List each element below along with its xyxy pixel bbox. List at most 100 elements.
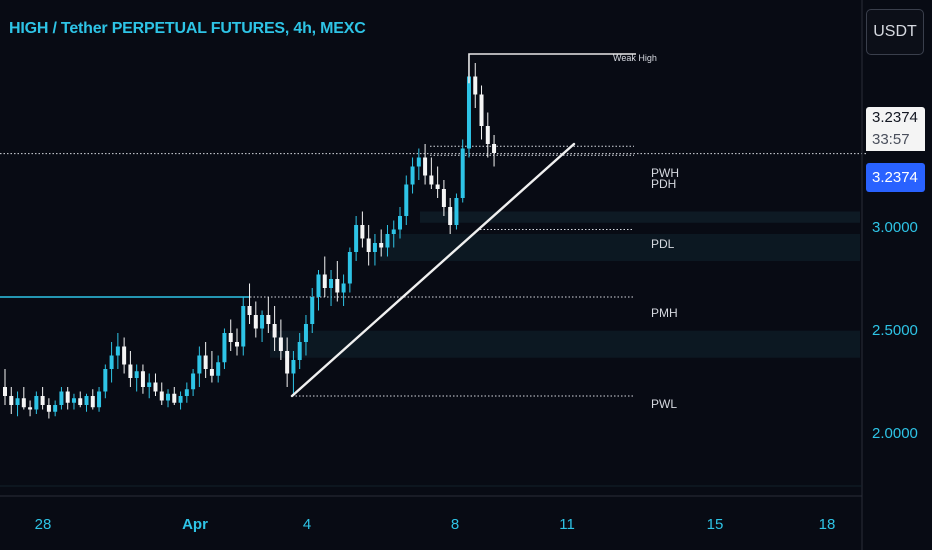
candle-body: [21, 398, 26, 408]
candle-body: [485, 126, 490, 144]
candle-body: [241, 306, 246, 347]
candle-body: [59, 391, 64, 405]
candle-body: [341, 283, 346, 293]
y-tick-label: 3.0000: [872, 219, 918, 236]
candle-body: [272, 324, 277, 338]
candle-body: [97, 391, 102, 408]
bar-countdown: 33:57: [866, 129, 925, 151]
candle-body: [303, 324, 308, 342]
candle-body: [103, 369, 108, 392]
zone-band: [420, 211, 860, 223]
candle-body: [253, 315, 258, 329]
candle-body: [460, 148, 465, 198]
candle-body: [203, 355, 208, 369]
currency-button[interactable]: USDT: [866, 9, 924, 55]
candle-body: [109, 355, 114, 369]
x-tick-label: 28: [34, 516, 52, 533]
x-tick-label: 4: [302, 516, 312, 533]
candle-body: [448, 207, 453, 225]
x-tick-label: 11: [559, 516, 575, 533]
candle-body: [71, 398, 76, 403]
annotation-weak-high: Weak High: [613, 53, 657, 63]
candle-body: [310, 297, 315, 324]
candle-body: [140, 371, 145, 387]
candle-body: [191, 373, 196, 390]
level-label-pdl: PDL: [651, 237, 675, 251]
zone-band: [380, 234, 860, 261]
candle-body: [372, 243, 377, 252]
candle-body: [404, 184, 409, 216]
current-price-label: 3.2374: [866, 163, 925, 192]
candle-body: [28, 407, 33, 410]
price-label: 3.2374: [866, 107, 925, 129]
candle-body: [297, 342, 302, 360]
candle-body: [492, 144, 497, 153]
candle-body: [147, 382, 152, 387]
candle-body: [128, 364, 133, 378]
candle-body: [291, 360, 296, 374]
candle-body: [65, 391, 70, 403]
candle-body: [40, 396, 45, 405]
candle-body: [398, 216, 403, 230]
candle-body: [184, 389, 189, 396]
candle-body: [15, 398, 20, 405]
candle-body: [347, 252, 352, 284]
y-tick-label: 2.5000: [872, 322, 918, 339]
candle-body: [266, 315, 271, 324]
candle-body: [78, 398, 83, 405]
chart-title: HIGH / Tether PERPETUAL FUTURES, 4h, MEX…: [9, 20, 366, 37]
x-tick-label: Apr: [182, 516, 208, 533]
candle-body: [278, 337, 283, 351]
candle-body: [360, 225, 365, 239]
weak-high-bracket: [468, 53, 636, 84]
level-label-pwl: PWL: [651, 397, 678, 411]
candle-body: [435, 184, 440, 189]
candle-body: [153, 382, 158, 392]
x-tick-label: 15: [706, 516, 724, 533]
candle-body: [441, 189, 446, 207]
candle-body: [172, 393, 177, 403]
candle-body: [429, 175, 434, 185]
candle-body: [34, 396, 39, 410]
candle-body: [423, 157, 428, 176]
annotations: [290, 53, 636, 398]
candle-body: [247, 306, 252, 315]
candle-body: [329, 279, 334, 288]
candle-body: [354, 225, 359, 252]
candle-body: [234, 342, 239, 347]
candle-body: [159, 391, 164, 401]
trendline: [290, 142, 576, 398]
candle-body: [379, 243, 384, 248]
candle-body: [454, 198, 459, 225]
candles: [3, 54, 497, 419]
candle-body: [473, 76, 478, 95]
candle-body: [209, 369, 214, 376]
candle-body: [322, 274, 327, 288]
level-label-pmh: PMH: [651, 306, 678, 320]
candle-body: [285, 351, 290, 374]
candle-body: [178, 396, 183, 403]
axes: [0, 0, 863, 550]
candle-body: [90, 396, 95, 408]
x-tick-label: 18: [818, 516, 836, 533]
candle-body: [9, 396, 14, 405]
candle-body: [122, 346, 127, 365]
candle-body: [134, 371, 139, 378]
candle-body: [84, 396, 89, 405]
candle-body: [366, 238, 371, 252]
candle-body: [222, 333, 227, 363]
candle-body: [216, 362, 221, 376]
level-bands: [270, 211, 860, 358]
candle-body: [228, 333, 233, 342]
candle-body: [391, 229, 396, 234]
zone-band: [270, 330, 860, 358]
candle-body: [3, 387, 7, 396]
candle-body: [53, 405, 58, 412]
candle-body: [316, 274, 321, 297]
candle-body: [410, 166, 415, 185]
candle-body: [260, 315, 265, 329]
level-label-pdh: PDH: [651, 177, 677, 191]
candle-body: [115, 346, 120, 356]
candle-body: [335, 279, 340, 293]
